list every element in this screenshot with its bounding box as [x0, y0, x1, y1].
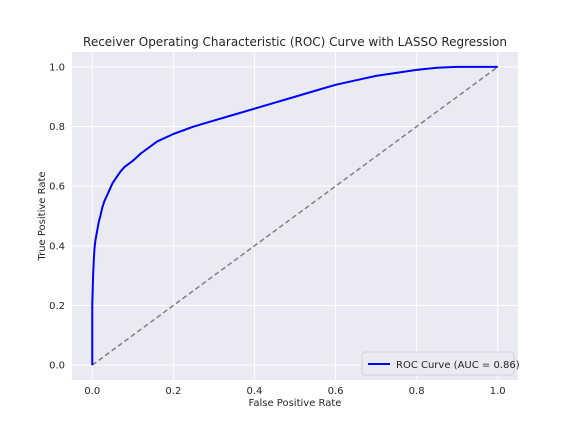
legend-box [361, 351, 515, 376]
legend: ROC Curve (AUC = 0.86) [361, 351, 520, 376]
roc-curve-line [91, 65, 498, 366]
grid [72, 52, 518, 380]
x-tick-label: 0.0 [84, 386, 100, 397]
x-axis-label: False Positive Rate [249, 398, 342, 409]
ticks: 0.0 0.2 0.4 0.6 0.8 1.0 0.0 0.2 0.4 0.6 0.8 1.0 [49, 62, 506, 397]
y-tick-label: 0.8 [49, 122, 65, 133]
x-tick-label: 0.6 [328, 386, 344, 397]
y-tick-label: 1.0 [49, 62, 65, 73]
y-tick-label: 0.4 [49, 241, 65, 252]
y-tick-label: 0.0 [49, 361, 65, 372]
series-layer [91, 65, 499, 366]
y-axis-label: True Positive Rate [37, 171, 48, 261]
y-tick-label: 0.6 [49, 182, 65, 193]
chart-title: Receiver Operating Characteristic (ROC) … [83, 35, 507, 49]
x-tick-label: 0.4 [247, 386, 263, 397]
chance-diagonal-line [91, 66, 499, 366]
legend-label: ROC Curve (AUC = 0.86) [396, 360, 520, 371]
x-tick-label: 0.8 [409, 386, 425, 397]
x-tick-label: 0.2 [165, 386, 181, 397]
x-tick-label: 1.0 [490, 386, 506, 397]
y-tick-label: 0.2 [49, 301, 65, 312]
